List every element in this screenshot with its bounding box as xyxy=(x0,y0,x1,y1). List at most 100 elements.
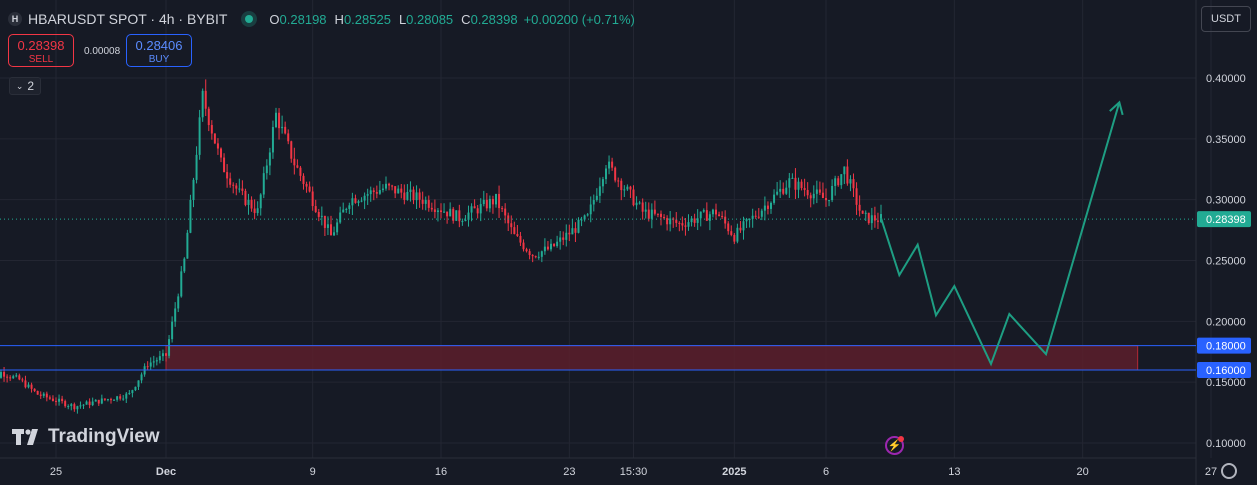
high-value: 0.28525 xyxy=(343,11,391,27)
last-price-badge-bg xyxy=(1197,211,1251,228)
candle-body xyxy=(275,112,277,128)
candle-body xyxy=(711,209,714,215)
candle-body xyxy=(36,390,39,395)
candle-body xyxy=(669,218,672,225)
candle-body xyxy=(818,189,821,193)
demand-zone xyxy=(165,345,1139,371)
candle-body xyxy=(375,192,378,194)
candle-body xyxy=(290,141,293,159)
candle-body xyxy=(864,212,867,214)
candle-body xyxy=(48,397,51,399)
candle-body xyxy=(608,161,611,169)
candle-body xyxy=(256,208,259,214)
candle-body xyxy=(27,384,30,388)
candle-body xyxy=(351,198,354,206)
candle-body xyxy=(562,237,565,240)
candle-body xyxy=(88,401,91,406)
candle-body xyxy=(271,127,274,153)
candle-body xyxy=(589,204,592,215)
candle-body xyxy=(125,393,128,399)
candle-body xyxy=(412,189,415,201)
candle-body xyxy=(305,183,308,187)
candle-body xyxy=(235,185,238,189)
candle-body xyxy=(776,191,779,195)
currency-select[interactable]: USDT xyxy=(1201,6,1251,32)
candle-body xyxy=(241,188,244,191)
candle-body xyxy=(330,224,332,236)
candle-body xyxy=(788,178,791,188)
x-tick-label: 27 xyxy=(1205,466,1217,478)
change-value: +0.00200 (+0.71%) xyxy=(523,11,635,27)
candle-body xyxy=(577,219,580,233)
candle-body xyxy=(525,249,528,252)
candle-body xyxy=(522,242,525,250)
candle-body xyxy=(470,206,473,213)
buy-button[interactable]: 0.28406 BUY xyxy=(126,34,192,67)
candle-body xyxy=(12,376,15,379)
y-tick-label: 0.40000 xyxy=(1206,73,1246,85)
candle-body xyxy=(262,173,265,195)
candle-body xyxy=(571,228,574,235)
candle-body xyxy=(876,220,879,222)
candle-body xyxy=(858,204,861,211)
candle-body xyxy=(284,126,287,134)
level-price-badge-bg xyxy=(1197,362,1251,378)
last-price-badge: 0.28398 xyxy=(1206,214,1246,226)
candle-body xyxy=(855,188,858,205)
candle-body xyxy=(815,189,818,194)
candle-body xyxy=(467,212,470,220)
candle-body xyxy=(268,152,271,166)
candle-body xyxy=(782,188,785,194)
candle-body xyxy=(644,209,647,212)
candle-body xyxy=(873,215,876,221)
y-tick-label: 0.20000 xyxy=(1206,316,1246,328)
candle-body xyxy=(440,210,442,213)
candle-body xyxy=(311,191,314,207)
symbol-title[interactable]: HBARUSDT SPOT · 4h · BYBIT xyxy=(28,11,228,27)
candle-body xyxy=(605,168,607,180)
candle-body xyxy=(861,210,864,214)
candle-body xyxy=(58,398,61,402)
gear-icon[interactable] xyxy=(1221,463,1237,479)
candle-body xyxy=(122,398,125,400)
candle-body xyxy=(831,185,834,201)
candle-body xyxy=(385,183,387,189)
close-label: C xyxy=(461,11,471,27)
candle-body xyxy=(339,212,342,223)
candle-body xyxy=(660,213,662,217)
candle-body xyxy=(617,180,620,182)
candle-body xyxy=(287,133,290,142)
candle-body xyxy=(452,208,455,221)
candle-body xyxy=(730,231,733,235)
candle-body xyxy=(666,218,669,225)
candle-body xyxy=(103,398,106,400)
candle-body xyxy=(336,222,339,233)
candle-body xyxy=(195,154,198,180)
candle-body xyxy=(803,188,806,191)
candle-body xyxy=(504,208,507,216)
candle-body xyxy=(15,375,18,377)
candle-body xyxy=(559,237,562,242)
candle-body xyxy=(843,166,846,175)
candle-body xyxy=(308,186,311,192)
x-tick-label: Dec xyxy=(156,466,176,478)
candle-body xyxy=(791,177,794,179)
flash-icon[interactable]: ⚡ xyxy=(885,436,904,455)
candle-body xyxy=(699,211,702,219)
candle-body xyxy=(177,296,180,309)
indicators-toggle[interactable]: ⌄ 2 xyxy=(9,77,41,95)
candle-body xyxy=(464,219,467,222)
x-tick-label: 20 xyxy=(1077,466,1089,478)
candle-body xyxy=(207,108,210,126)
candle-body xyxy=(785,187,788,194)
sell-button[interactable]: 0.28398 SELL xyxy=(8,34,74,67)
candle-body xyxy=(397,188,400,194)
candle-body xyxy=(708,214,711,221)
x-tick-label: 15:30 xyxy=(620,466,648,478)
candle-body xyxy=(849,179,852,184)
candle-body xyxy=(754,215,757,217)
candle-body xyxy=(152,361,155,363)
x-tick-label: 13 xyxy=(948,466,960,478)
x-tick-label: 9 xyxy=(310,466,316,478)
